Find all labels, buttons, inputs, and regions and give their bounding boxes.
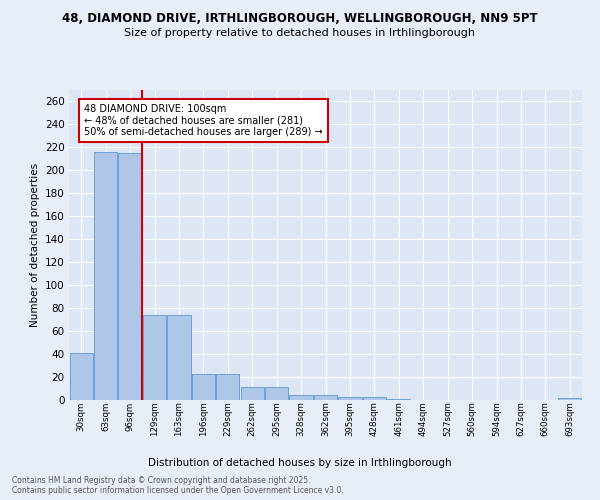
Text: 48, DIAMOND DRIVE, IRTHLINGBOROUGH, WELLINGBOROUGH, NN9 5PT: 48, DIAMOND DRIVE, IRTHLINGBOROUGH, WELL… (62, 12, 538, 26)
Bar (314, 396, 337, 400)
Bar (265, 388, 288, 400)
Bar (167, 315, 191, 400)
Bar (363, 396, 386, 400)
Bar (241, 388, 264, 400)
Bar (94, 152, 117, 400)
Y-axis label: Number of detached properties: Number of detached properties (29, 163, 40, 327)
Bar (387, 399, 410, 400)
Text: Contains HM Land Registry data © Crown copyright and database right 2025.: Contains HM Land Registry data © Crown c… (12, 476, 311, 485)
Text: Size of property relative to detached houses in Irthlingborough: Size of property relative to detached ho… (125, 28, 476, 38)
Bar (558, 398, 581, 400)
Bar (338, 396, 362, 400)
Bar (289, 396, 313, 400)
Bar (192, 374, 215, 400)
Bar (70, 353, 93, 400)
Bar (216, 374, 239, 400)
Text: Distribution of detached houses by size in Irthlingborough: Distribution of detached houses by size … (148, 458, 452, 468)
Text: 48 DIAMOND DRIVE: 100sqm
← 48% of detached houses are smaller (281)
50% of semi-: 48 DIAMOND DRIVE: 100sqm ← 48% of detach… (84, 104, 323, 137)
Bar (143, 315, 166, 400)
Bar (118, 153, 142, 400)
Text: Contains public sector information licensed under the Open Government Licence v3: Contains public sector information licen… (12, 486, 344, 495)
